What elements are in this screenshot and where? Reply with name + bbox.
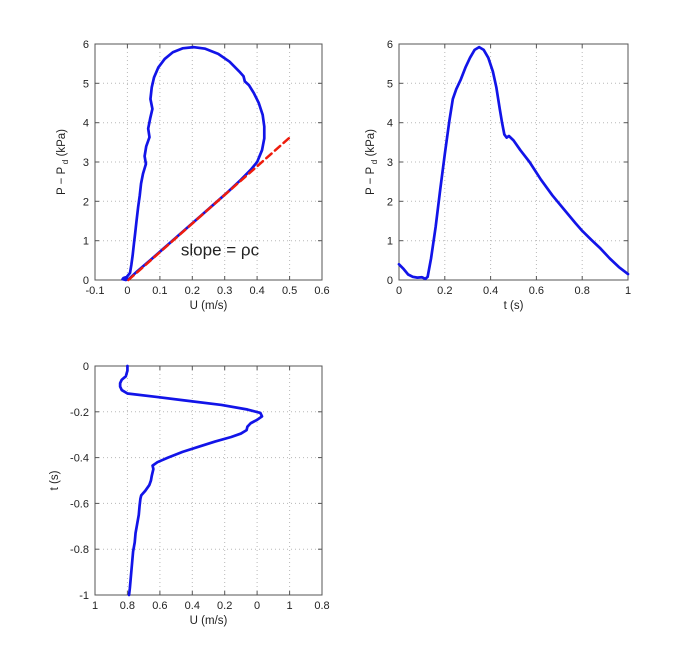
x-tick-label: -0.1 [86,285,105,297]
pressure-curve [397,45,630,281]
y-tick-label: 5 [387,78,393,90]
y-tick-label: 0 [387,275,393,287]
x-tick-label: 1 [92,600,98,612]
y-tick-label: 4 [387,118,393,130]
y-tick-label: 0 [83,275,89,287]
x-tick-label: 0.5 [282,285,297,297]
x-tick-label: 0 [124,285,130,297]
velocity-vs-time-rotated-axes-box [94,365,323,596]
y-tick-label: 1 [387,236,393,248]
velocity-vs-time-rotated-chart: 1 0.8 0.6 0.4 0.2 0 1 0.8 0 -0.2 -0.4 -0.6 -0.8 -1 U (… [49,361,330,627]
y-tick-label: 3 [83,157,89,169]
pressure-vs-time-chart: 0 0.2 0.4 0.6 0.8 1 0 1 2 3 4 5 6 t (s) P − P d (kPa) [365,39,631,312]
y-tick-label: -0.6 [70,498,89,510]
x-tick-label: 0.2 [185,285,200,297]
y-tick-label: 0 [83,361,89,373]
velocity-vs-time-rotated-y-axis-label: t (s) [49,470,61,490]
x-tick-label: 0.8 [120,600,135,612]
velocity-curve [118,364,264,597]
x-tick-label: 0.4 [483,285,498,297]
x-tick-label: 0.6 [529,285,544,297]
y-tick-label: 2 [83,196,89,208]
velocity-vs-time-rotated-ticks [94,365,323,596]
pressure-vs-time-ticks [398,43,629,281]
x-tick-label: 1 [287,600,293,612]
y-tick-label: 4 [83,118,89,130]
x-tick-label: 0.4 [249,285,264,297]
pressure-velocity-loop-grid [95,44,322,280]
pressure-velocity-loop-y-axis-label: P − P d (kPa) [56,129,70,195]
y-tick-label: -0.8 [70,544,89,556]
velocity-vs-time-rotated-tick-labels: 1 0.8 0.6 0.4 0.2 0 1 0.8 0 -0.2 -0.4 -0.6 -0.8 -1 [70,361,330,612]
y-tick-label: -0.2 [70,407,89,419]
x-tick-label: 0.8 [314,600,329,612]
velocity-vs-time-rotated-x-axis-label: U (m/s) [190,615,228,627]
pressure-velocity-loop-x-axis-label: U (m/s) [190,300,228,312]
x-tick-label: 1 [625,285,631,297]
x-tick-label: 0.1 [152,285,167,297]
x-tick-label: 0 [254,600,260,612]
x-tick-label: 0.8 [575,285,590,297]
y-tick-label: 5 [83,78,89,90]
velocity-vs-time-rotated-grid [95,366,322,595]
x-tick-label: 0.2 [437,285,452,297]
x-tick-label: 0.6 [152,600,167,612]
x-tick-label: 0.3 [217,285,232,297]
y-tick-label: -0.4 [70,453,89,465]
y-tick-label: 1 [83,236,89,248]
x-tick-label: 0.4 [185,600,200,612]
pressure-vs-time-tick-labels: 0 0.2 0.4 0.6 0.8 1 0 1 2 3 4 5 6 [387,39,631,297]
pressure-vs-time-x-axis-label: t (s) [504,300,524,312]
pressure-vs-time-y-axis-label: P − P d (kPa) [365,129,379,195]
y-tick-label: 3 [387,157,393,169]
x-tick-label: 0.2 [217,600,232,612]
y-tick-label: 6 [387,39,393,51]
y-tick-label: 6 [83,39,89,51]
y-tick-label: 2 [387,196,393,208]
slope-annotation: slope = ρc [181,241,260,260]
x-tick-label: 0 [396,285,402,297]
wave-speed-fit-line [127,136,291,282]
pressure-vs-time-grid [399,44,628,280]
y-tick-label: -1 [79,590,89,602]
x-tick-label: 0.6 [314,285,329,297]
